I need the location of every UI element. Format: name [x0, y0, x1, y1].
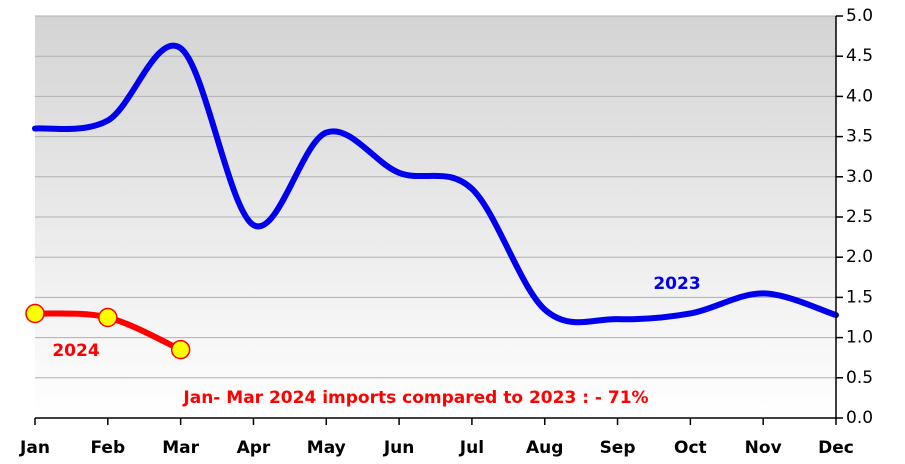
y-tick-label: 4.5: [846, 46, 873, 66]
marker: [98, 307, 118, 328]
series-label: 2024: [52, 341, 99, 361]
y-tick-label: 0.5: [846, 368, 873, 388]
x-tick-label: Mar: [162, 438, 199, 458]
marker: [170, 339, 191, 360]
x-tick-label: Apr: [237, 438, 271, 458]
x-tick-label: Nov: [745, 438, 782, 458]
y-tick-label: 1.0: [846, 328, 873, 348]
y-tick-label: 3.5: [846, 127, 873, 147]
series-line: [32, 42, 839, 326]
lines: [25, 42, 839, 360]
x-tick-label: Oct: [674, 438, 707, 458]
y-tick-label: 4.0: [846, 86, 873, 106]
y-tick-label: 2.0: [846, 247, 873, 267]
x-tick-label: Sep: [600, 438, 636, 458]
x-tick-label: Dec: [818, 438, 854, 458]
x-tick-label: Aug: [526, 438, 563, 458]
y-tick-label: 2.5: [846, 207, 873, 227]
x-tick-label: Jan: [19, 438, 50, 458]
grid: [35, 15, 836, 419]
y-tick-label: 5.0: [846, 6, 873, 26]
x-tick-label: Jul: [459, 438, 484, 458]
series-label: 2023: [653, 274, 700, 294]
y-tick-label: 0.0: [846, 408, 873, 428]
x-tick-label: Jun: [383, 438, 415, 458]
marker: [25, 303, 45, 324]
x-tick-label: Feb: [91, 438, 126, 458]
annotation: Jan- Mar 2024 imports compared to 2023 :…: [182, 388, 648, 408]
y-tick-label: 1.5: [846, 287, 873, 307]
y-tick-label: 3.0: [846, 167, 873, 187]
x-tick-label: May: [307, 438, 346, 458]
